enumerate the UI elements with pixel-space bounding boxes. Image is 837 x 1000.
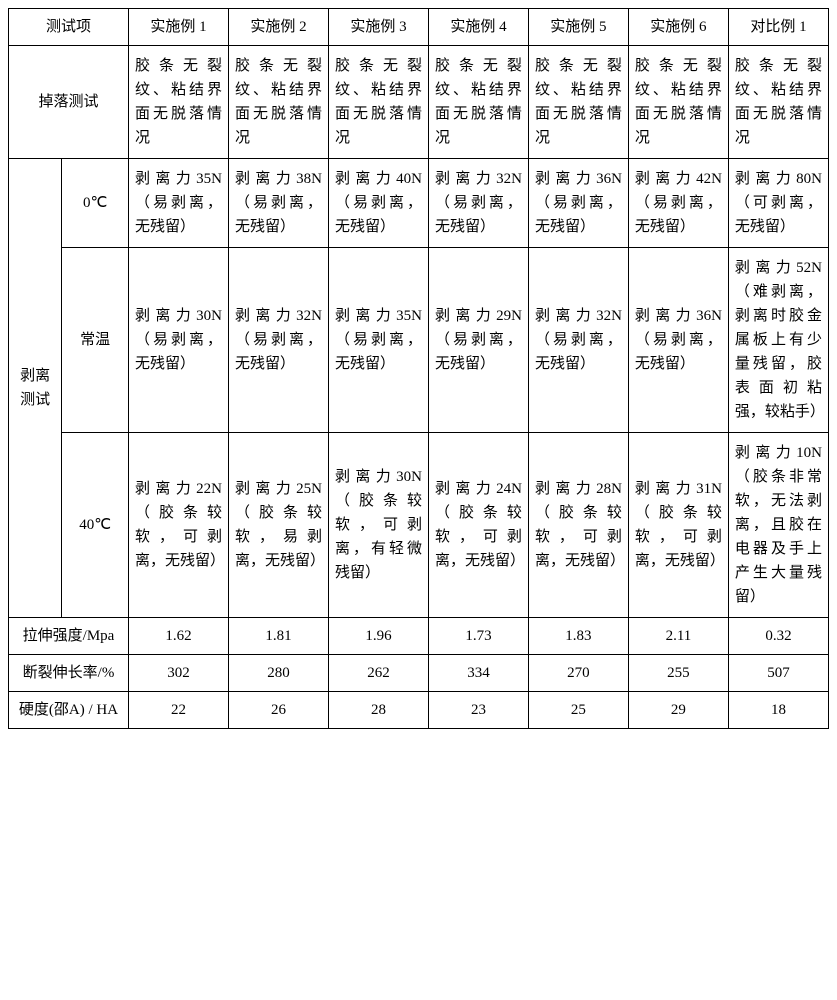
tensile-c2: 1.81 <box>228 618 328 655</box>
elongation-c5: 270 <box>528 655 628 692</box>
drop-c7: 胶条无裂纹、粘结界面无脱落情况 <box>728 46 828 159</box>
header-col-7: 对比例 1 <box>728 9 828 46</box>
peel-rt-c5: 剥离力32N（易剥离，无残留） <box>528 248 628 433</box>
peel-40c-c1: 剥离力22N（胶条较软，可剥离，无残留） <box>129 433 229 618</box>
peel-40c-c4: 剥离力24N（胶条较软，可剥离，无残留） <box>428 433 528 618</box>
header-col-4: 实施例 4 <box>428 9 528 46</box>
peel-rt-c2: 剥离力32N（易剥离，无残留） <box>228 248 328 433</box>
hardness-c4: 23 <box>428 692 528 729</box>
elongation-c4: 334 <box>428 655 528 692</box>
peel-rt-c7: 剥离力52N（难剥离，剥离时胶金属板上有少量残留，胶表面初粘强，较粘手） <box>728 248 828 433</box>
drop-c5: 胶条无裂纹、粘结界面无脱落情况 <box>528 46 628 159</box>
peel-rt-c1: 剥离力30N（易剥离，无残留） <box>129 248 229 433</box>
elongation-c7: 507 <box>728 655 828 692</box>
hardness-c2: 26 <box>228 692 328 729</box>
peel-0c-row: 剥离测试 0℃ 剥离力35N（易剥离，无残留） 剥离力38N（易剥离，无残留） … <box>9 159 829 248</box>
hardness-label: 硬度(邵A) / HA <box>9 692 129 729</box>
header-col-1: 实施例 1 <box>129 9 229 46</box>
peel-0c-c1: 剥离力35N（易剥离，无残留） <box>129 159 229 248</box>
drop-c3: 胶条无裂纹、粘结界面无脱落情况 <box>328 46 428 159</box>
peel-rt-c6: 剥离力36N（易剥离，无残留） <box>628 248 728 433</box>
header-col-5: 实施例 5 <box>528 9 628 46</box>
elongation-label: 断裂伸长率/% <box>9 655 129 692</box>
elongation-c2: 280 <box>228 655 328 692</box>
tensile-c1: 1.62 <box>129 618 229 655</box>
hardness-c7: 18 <box>728 692 828 729</box>
peel-0c-c2: 剥离力38N（易剥离，无残留） <box>228 159 328 248</box>
peel-40c-row: 40℃ 剥离力22N（胶条较软，可剥离，无残留） 剥离力25N（胶条较软，易剥离… <box>9 433 829 618</box>
header-col-3: 实施例 3 <box>328 9 428 46</box>
peel-40c-c6: 剥离力31N（胶条较软，可剥离，无残留） <box>628 433 728 618</box>
header-row: 测试项 实施例 1 实施例 2 实施例 3 实施例 4 实施例 5 实施例 6 … <box>9 9 829 46</box>
tensile-label: 拉伸强度/Mpa <box>9 618 129 655</box>
peel-test-label: 剥离测试 <box>9 159 62 618</box>
peel-40c-c7: 剥离力10N（胶条非常软，无法剥离，且胶在电器及手上产生大量残留） <box>728 433 828 618</box>
peel-rt-c4: 剥离力29N（易剥离，无残留） <box>428 248 528 433</box>
peel-0c-c7: 剥离力80N（可剥离，无残留） <box>728 159 828 248</box>
peel-rt-row: 常温 剥离力30N（易剥离，无残留） 剥离力32N（易剥离，无残留） 剥离力35… <box>9 248 829 433</box>
peel-40c-c5: 剥离力28N（胶条较软，可剥离，无残留） <box>528 433 628 618</box>
drop-c4: 胶条无裂纹、粘结界面无脱落情况 <box>428 46 528 159</box>
tensile-c5: 1.83 <box>528 618 628 655</box>
drop-test-row: 掉落测试 胶条无裂纹、粘结界面无脱落情况 胶条无裂纹、粘结界面无脱落情况 胶条无… <box>9 46 829 159</box>
peel-40c-c3: 剥离力30N（胶条较软，可剥离，有轻微残留） <box>328 433 428 618</box>
peel-0c-c4: 剥离力32N（易剥离，无残留） <box>428 159 528 248</box>
tensile-c3: 1.96 <box>328 618 428 655</box>
elongation-c6: 255 <box>628 655 728 692</box>
tensile-row: 拉伸强度/Mpa 1.62 1.81 1.96 1.73 1.83 2.11 0… <box>9 618 829 655</box>
drop-c6: 胶条无裂纹、粘结界面无脱落情况 <box>628 46 728 159</box>
hardness-row: 硬度(邵A) / HA 22 26 28 23 25 29 18 <box>9 692 829 729</box>
peel-rt-label: 常温 <box>62 248 129 433</box>
drop-c1: 胶条无裂纹、粘结界面无脱落情况 <box>129 46 229 159</box>
peel-0c-label: 0℃ <box>62 159 129 248</box>
tensile-c6: 2.11 <box>628 618 728 655</box>
peel-0c-c5: 剥离力36N（易剥离，无残留） <box>528 159 628 248</box>
hardness-c3: 28 <box>328 692 428 729</box>
peel-40c-c2: 剥离力25N（胶条较软，易剥离，无残留） <box>228 433 328 618</box>
header-test-item: 测试项 <box>9 9 129 46</box>
tensile-c7: 0.32 <box>728 618 828 655</box>
results-table: 测试项 实施例 1 实施例 2 实施例 3 实施例 4 实施例 5 实施例 6 … <box>8 8 829 729</box>
hardness-c5: 25 <box>528 692 628 729</box>
drop-c2: 胶条无裂纹、粘结界面无脱落情况 <box>228 46 328 159</box>
elongation-c1: 302 <box>129 655 229 692</box>
peel-rt-c3: 剥离力35N（易剥离，无残留） <box>328 248 428 433</box>
elongation-c3: 262 <box>328 655 428 692</box>
peel-40c-label: 40℃ <box>62 433 129 618</box>
header-col-2: 实施例 2 <box>228 9 328 46</box>
peel-0c-c3: 剥离力40N（易剥离，无残留） <box>328 159 428 248</box>
peel-0c-c6: 剥离力42N（易剥离，无残留） <box>628 159 728 248</box>
elongation-row: 断裂伸长率/% 302 280 262 334 270 255 507 <box>9 655 829 692</box>
hardness-c6: 29 <box>628 692 728 729</box>
header-col-6: 实施例 6 <box>628 9 728 46</box>
hardness-c1: 22 <box>129 692 229 729</box>
tensile-c4: 1.73 <box>428 618 528 655</box>
drop-test-label: 掉落测试 <box>9 46 129 159</box>
